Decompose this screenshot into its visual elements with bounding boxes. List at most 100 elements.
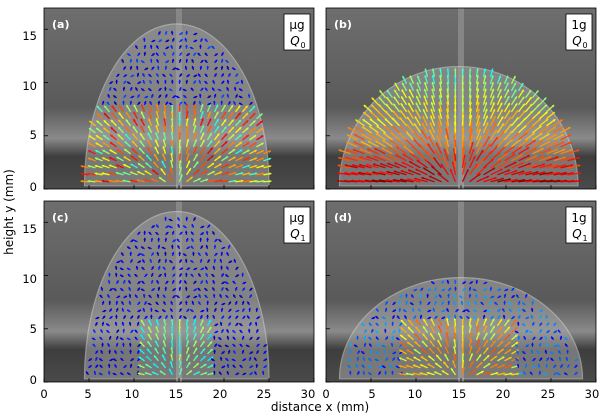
velocity-arrowhead [206, 65, 209, 69]
velocity-arrowhead [529, 97, 532, 100]
velocity-arrowhead [434, 287, 437, 290]
velocity-arrowhead [178, 117, 182, 121]
velocity-arrowhead [103, 127, 106, 131]
velocity-arrow [567, 172, 581, 176]
velocity-arrowhead [114, 364, 117, 367]
velocity-arrowhead [185, 30, 188, 34]
velocity-arrowhead [430, 332, 433, 336]
velocity-arrowhead [228, 301, 231, 305]
velocity-arrowhead [121, 59, 125, 62]
velocity-arrowhead [384, 370, 387, 374]
velocity-arrowhead [241, 336, 245, 339]
velocity-arrowhead [484, 108, 488, 112]
velocity-arrowhead [435, 362, 438, 366]
velocity-arrowhead [487, 363, 491, 366]
velocity-arrowhead [118, 119, 121, 123]
velocity-arrowhead [168, 174, 171, 178]
velocity-arrowhead [235, 315, 239, 319]
velocity-arrowhead [382, 140, 386, 143]
velocity-arrowhead [449, 169, 453, 172]
velocity-arrowhead [114, 101, 117, 105]
velocity-arrowhead [190, 87, 194, 91]
velocity-arrowhead [402, 153, 406, 157]
velocity-arrowhead [452, 360, 455, 363]
velocity-arrowhead [470, 128, 473, 131]
velocity-arrowhead [431, 75, 435, 78]
velocity-arrowhead [525, 139, 529, 143]
velocity-arrowhead [404, 315, 407, 318]
velocity-arrowhead [162, 294, 166, 298]
velocity-arrowhead [129, 65, 133, 69]
x-tick: 25 [541, 387, 556, 401]
velocity-arrowhead [221, 287, 224, 290]
velocity-arrow [532, 179, 547, 183]
velocity-arrowhead [491, 318, 495, 322]
velocity-arrowhead [472, 288, 476, 292]
velocity-arrowhead [226, 87, 229, 90]
velocity-arrowhead [138, 81, 141, 85]
velocity-arrowhead [204, 52, 208, 56]
velocity-arrowhead [135, 294, 138, 298]
velocity-arrowhead [100, 350, 103, 353]
velocity-arrowhead [176, 238, 180, 242]
velocity-arrowhead [468, 286, 472, 290]
velocity-arrowhead [502, 308, 505, 312]
velocity-arrow [546, 171, 560, 176]
gravity-label: 1g [571, 211, 586, 225]
velocity-arrowhead [405, 300, 409, 304]
velocity-arrowhead [563, 156, 566, 160]
velocity-arrowhead [515, 344, 518, 348]
velocity-arrowhead [86, 371, 89, 375]
velocity-arrowhead [210, 147, 213, 151]
velocity-arrowhead [198, 100, 202, 104]
velocity-arrowhead [122, 280, 126, 283]
velocity-arrowhead [382, 365, 385, 368]
velocity-arrowhead [375, 351, 378, 354]
velocity-arrowhead [399, 178, 403, 182]
velocity-arrowhead [393, 170, 397, 173]
velocity-arrowhead [163, 325, 166, 329]
velocity-arrowhead [383, 125, 387, 128]
velocity-arrowhead [114, 321, 118, 325]
velocity-arrowhead [142, 73, 145, 76]
velocity-arrowhead [531, 322, 535, 325]
velocity-arrowhead [170, 138, 174, 142]
velocity-arrowhead [499, 95, 502, 99]
velocity-arrowhead [536, 350, 540, 354]
velocity-arrowhead [377, 111, 381, 114]
velocity-arrowhead [225, 358, 228, 361]
velocity-arrowhead [398, 328, 401, 332]
velocity-arrowhead [243, 358, 246, 361]
velocity-arrowhead [200, 87, 204, 91]
y-tick: 5 [30, 322, 37, 336]
velocity-arrowhead [215, 330, 219, 334]
y-tick: 10 [22, 272, 37, 286]
velocity-arrowhead [225, 274, 228, 277]
velocity-arrowhead [128, 287, 131, 290]
x-tick: 5 [368, 387, 375, 401]
velocity-arrowhead [208, 46, 211, 49]
velocity-arrowhead [249, 294, 252, 298]
velocity-arrowhead [399, 294, 403, 298]
velocity-arrowhead [199, 237, 202, 241]
velocity-arrowhead [358, 171, 361, 175]
velocity-arrowhead [453, 68, 457, 71]
velocity-arrowhead [516, 363, 520, 367]
velocity-arrowhead [378, 104, 381, 107]
velocity-arrowhead [470, 135, 474, 138]
velocity-arrowhead [164, 286, 168, 290]
velocity-arrowhead [483, 68, 487, 71]
velocity-arrowhead [179, 232, 183, 235]
velocity-arrowhead [414, 123, 417, 126]
velocity-arrowhead [205, 252, 208, 255]
velocity-arrowhead [357, 371, 360, 374]
velocity-arrowhead [121, 308, 125, 311]
velocity-arrowhead [484, 295, 488, 299]
condition-box [565, 206, 593, 244]
velocity-arrowhead [444, 141, 448, 145]
velocity-arrowhead [89, 358, 92, 361]
velocity-arrowhead [132, 140, 135, 144]
velocity-arrowhead [540, 140, 543, 144]
velocity-arrowhead [442, 155, 446, 159]
velocity-arrowhead [524, 363, 528, 367]
